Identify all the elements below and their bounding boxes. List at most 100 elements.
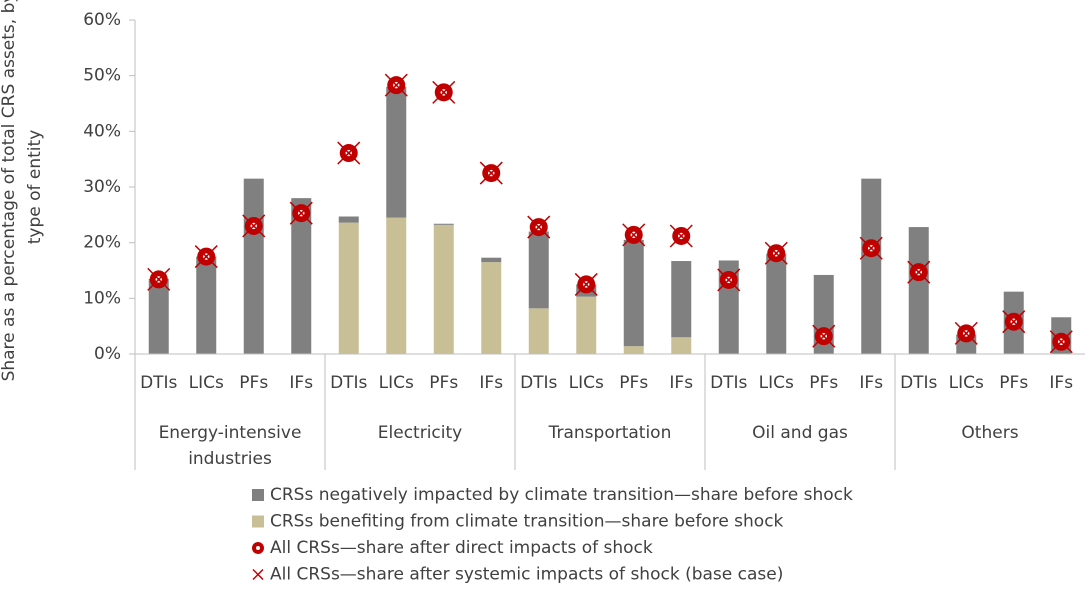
bar-segment: [671, 337, 692, 354]
systemic-marker-stroke: [717, 268, 741, 292]
y-axis-label: Share as a percentage of total CRS asset…: [0, 0, 45, 381]
bar-segment: [196, 256, 217, 354]
legend-swatch: [252, 515, 264, 528]
systemic-marker: [669, 224, 693, 248]
group-label: Electricity: [378, 423, 462, 443]
legend-swatch-center: [256, 546, 260, 550]
systemic-marker: [1049, 330, 1073, 354]
bar-segment: [386, 217, 407, 354]
systemic-marker: [527, 215, 551, 239]
bar-segment: [908, 227, 929, 354]
x-tick-label: PFs: [619, 373, 648, 393]
legend-label: All CRSs—share after systemic impacts of…: [270, 565, 783, 585]
bar-segment: [528, 308, 549, 354]
y-tick-label: 20%: [83, 233, 121, 253]
bar-segment: [433, 224, 454, 354]
x-tick-label: IFs: [1049, 373, 1073, 393]
x-tick-label: PFs: [239, 373, 268, 393]
systemic-marker: [1002, 310, 1026, 334]
systemic-marker: [147, 267, 171, 291]
marker-series: [147, 73, 1073, 354]
y-tick-label: 0%: [94, 344, 121, 364]
systemic-marker-stroke: [242, 214, 266, 238]
x-tick-label: DTIs: [900, 373, 937, 393]
bar-segment: [481, 262, 502, 354]
systemic-marker-stroke: [954, 321, 978, 345]
x-tick-label: LICs: [759, 373, 794, 393]
bar-segment: [861, 178, 882, 354]
x-tick-label: DTIs: [710, 373, 747, 393]
x-tick-label: PFs: [809, 373, 838, 393]
x-tick-label: PFs: [999, 373, 1028, 393]
y-tick-label: 30%: [83, 177, 121, 197]
systemic-marker-stroke: [574, 272, 598, 296]
systemic-marker-stroke: [479, 161, 503, 185]
bar-segment: [386, 86, 407, 218]
systemic-marker-stroke: [432, 80, 456, 104]
systemic-marker: [384, 73, 408, 97]
systemic-marker: [717, 268, 741, 292]
bar-segment: [623, 239, 644, 347]
x-tick-label: DTIs: [140, 373, 177, 393]
systemic-marker: [859, 236, 883, 260]
systemic-marker-stroke: [907, 260, 931, 284]
y-tick-label: 10%: [83, 288, 121, 308]
systemic-marker: [907, 260, 931, 284]
x-tick-label: IFs: [669, 373, 693, 393]
systemic-marker-stroke: [859, 236, 883, 260]
group-label: Oil and gas: [752, 423, 848, 443]
bar-segment: [148, 278, 169, 354]
systemic-marker: [432, 80, 456, 104]
systemic-marker-stroke: [147, 267, 171, 291]
y-tick-label: 60%: [83, 10, 121, 30]
bar-segment: [338, 216, 359, 223]
x-tick-label: DTIs: [330, 373, 367, 393]
bar-segment: [291, 198, 312, 354]
bar-segment: [576, 296, 597, 354]
y-axis-label-line: Share as a percentage of total CRS asset…: [0, 0, 19, 381]
x-tick-label: LICs: [379, 373, 414, 393]
systemic-marker-stroke: [194, 245, 218, 269]
bar-segment: [671, 261, 692, 338]
y-tick-label: 40%: [83, 121, 121, 141]
bar-segment: [338, 222, 359, 354]
x-tick-label: DTIs: [520, 373, 557, 393]
systemic-marker-stroke: [527, 215, 551, 239]
x-tick-label: LICs: [189, 373, 224, 393]
legend-label: CRSs negatively impacted by climate tran…: [270, 485, 853, 505]
systemic-marker-stroke: [289, 201, 313, 225]
systemic-marker: [954, 321, 978, 345]
group-label: Energy-intensive: [159, 423, 302, 443]
legend-swatch: [252, 568, 264, 581]
group-label: Transportation: [548, 423, 672, 443]
x-tick-label: LICs: [569, 373, 604, 393]
systemic-marker: [337, 141, 361, 165]
bar-segment: [623, 346, 644, 354]
systemic-marker: [764, 241, 788, 265]
x-tick-label: PFs: [429, 373, 458, 393]
systemic-marker-stroke: [669, 224, 693, 248]
bar-segment: [528, 231, 549, 309]
systemic-marker-stroke: [1049, 330, 1073, 354]
bar-segment: [481, 257, 502, 263]
systemic-marker: [479, 161, 503, 185]
systemic-marker-stroke: [812, 324, 836, 348]
x-tick-label: LICs: [949, 373, 984, 393]
legend-label: CRSs benefiting from climate transition—…: [270, 512, 784, 532]
systemic-marker: [812, 324, 836, 348]
y-tick-label: 50%: [83, 66, 121, 86]
legend-swatch: [252, 489, 264, 501]
systemic-marker-stroke: [1002, 310, 1026, 334]
systemic-marker: [289, 201, 313, 225]
x-tick-label: IFs: [479, 373, 503, 393]
systemic-marker: [574, 272, 598, 296]
bar-segment: [766, 253, 787, 354]
systemic-marker-stroke: [764, 241, 788, 265]
y-axis-label-line: type of entity: [25, 130, 45, 245]
marker-series: [149, 76, 1071, 351]
x-tick-label: IFs: [289, 373, 313, 393]
bar-segment: [243, 178, 264, 354]
systemic-marker: [242, 214, 266, 238]
systemic-marker: [622, 223, 646, 247]
